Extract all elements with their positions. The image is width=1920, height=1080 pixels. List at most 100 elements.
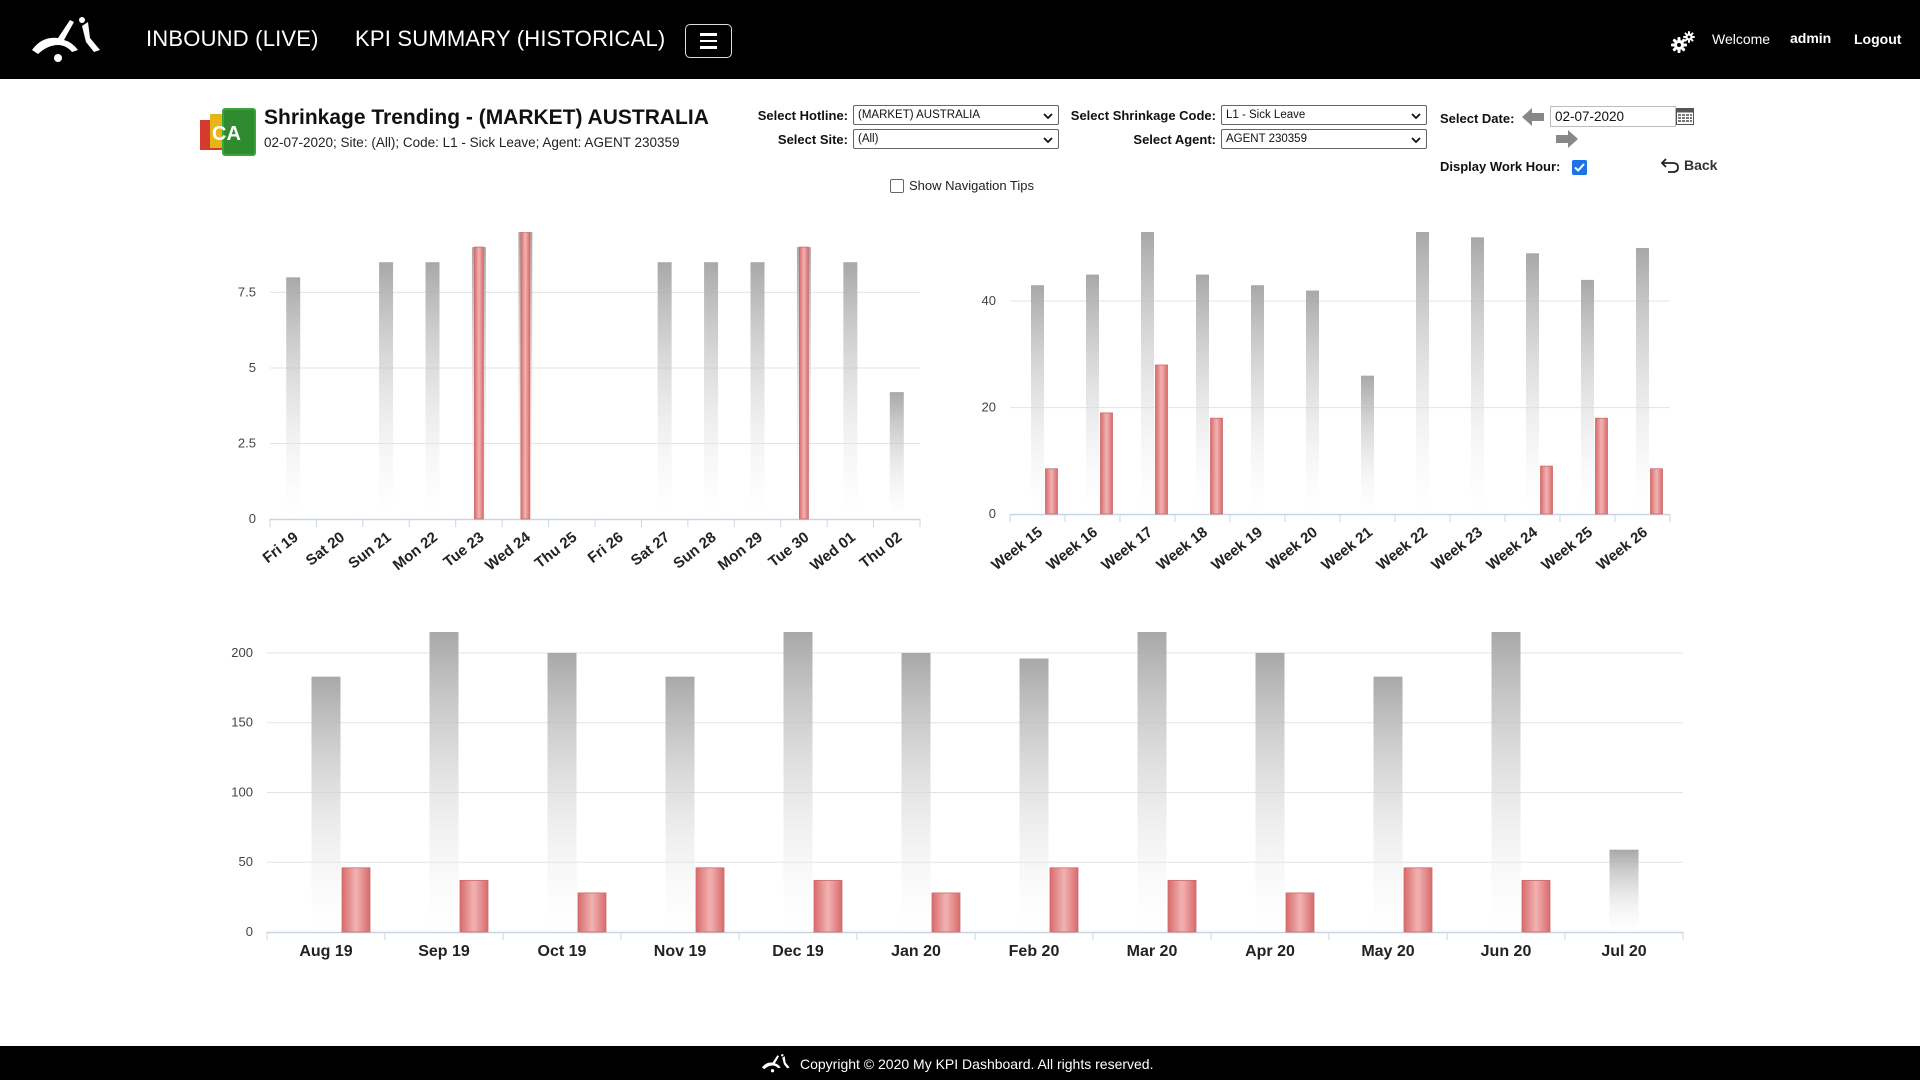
y-tick-label: 50: [239, 854, 253, 869]
bar-total[interactable]: [657, 262, 672, 519]
date-label: Select Date:: [1440, 111, 1515, 126]
next-date-arrow-icon[interactable]: [1554, 128, 1580, 150]
bar-total[interactable]: [1373, 676, 1403, 932]
x-tick-label: Week 23: [1428, 524, 1486, 574]
bar-shrinkage[interactable]: [1285, 892, 1315, 933]
nav-kpi-summary[interactable]: KPI SUMMARY (HISTORICAL): [355, 26, 666, 51]
bar-total[interactable]: [1581, 279, 1594, 514]
hamburger-icon: [700, 31, 717, 51]
hotline-select[interactable]: (MARKET) AUSTRALIA: [853, 105, 1059, 125]
x-tick-label: Mon 29: [715, 529, 766, 574]
bar-total[interactable]: [843, 262, 858, 519]
bar-total[interactable]: [783, 632, 813, 932]
app-logo-icon[interactable]: [28, 12, 110, 66]
bar-shrinkage[interactable]: [1403, 867, 1433, 933]
site-select[interactable]: (All): [853, 129, 1059, 149]
bar-total[interactable]: [1255, 652, 1285, 932]
date-input[interactable]: [1550, 106, 1676, 127]
site-select-value: (All): [858, 133, 879, 145]
bar-shrinkage[interactable]: [799, 246, 809, 520]
bar-total[interactable]: [665, 676, 695, 932]
bar-total[interactable]: [1491, 632, 1521, 932]
bar-total[interactable]: [1636, 247, 1649, 514]
bar-shrinkage[interactable]: [1155, 364, 1168, 515]
previous-date-arrow-icon[interactable]: [1520, 106, 1546, 128]
bar-total[interactable]: [750, 262, 765, 519]
work-hour-checkbox[interactable]: [1572, 160, 1587, 175]
bar-shrinkage[interactable]: [577, 892, 607, 933]
bar-total[interactable]: [1251, 285, 1264, 514]
nav-inbound-live[interactable]: INBOUND (LIVE): [146, 26, 319, 51]
bar-shrinkage[interactable]: [1540, 465, 1553, 515]
bar-shrinkage[interactable]: [931, 892, 961, 933]
bar-shrinkage[interactable]: [341, 867, 371, 933]
bar-total[interactable]: [1086, 274, 1099, 514]
hotline-select-value: (MARKET) AUSTRALIA: [858, 109, 981, 121]
bar-total[interactable]: [1471, 237, 1484, 515]
y-tick-label: 20: [982, 400, 996, 415]
bar-shrinkage[interactable]: [459, 879, 489, 933]
bar-total[interactable]: [1141, 232, 1154, 514]
bar-total[interactable]: [1526, 253, 1539, 514]
x-tick-label: Week 20: [1263, 524, 1321, 574]
bar-shrinkage[interactable]: [1100, 412, 1113, 515]
bar-shrinkage[interactable]: [1595, 417, 1608, 515]
bar-shrinkage[interactable]: [695, 867, 725, 933]
bar-shrinkage[interactable]: [1045, 468, 1058, 515]
bar-total[interactable]: [1609, 849, 1639, 932]
bar-shrinkage[interactable]: [520, 232, 531, 520]
x-tick-label: Week 16: [1043, 524, 1101, 574]
x-tick-label: Thu 02: [857, 529, 906, 572]
bar-shrinkage[interactable]: [1049, 867, 1079, 933]
bar-total[interactable]: [1361, 375, 1374, 514]
x-tick-label: Sun 21: [345, 529, 394, 573]
bar-total[interactable]: [429, 632, 459, 932]
x-tick-label: Apr 20: [1245, 943, 1295, 960]
bar-total[interactable]: [311, 676, 341, 932]
y-tick-label: 7.5: [238, 284, 256, 299]
agent-select[interactable]: AGENT 230359: [1221, 129, 1427, 149]
bar-total[interactable]: [901, 652, 931, 932]
site-label: Select Site:: [777, 132, 848, 147]
calendar-icon[interactable]: [1676, 108, 1694, 125]
back-link[interactable]: Back: [1660, 157, 1717, 173]
navigation-tips-checkbox[interactable]: [890, 178, 904, 193]
x-tick-label: Sep 19: [418, 943, 470, 960]
y-tick-label: 0: [249, 511, 256, 526]
y-tick-label: 0: [989, 506, 996, 521]
logout-link[interactable]: Logout: [1854, 31, 1902, 47]
bar-shrinkage[interactable]: [813, 879, 843, 933]
menu-button[interactable]: [685, 24, 732, 58]
bar-total[interactable]: [547, 652, 577, 932]
x-tick-label: Fri 26: [585, 529, 627, 567]
x-tick-label: Week 22: [1373, 524, 1431, 574]
bar-total[interactable]: [286, 277, 301, 519]
bar-total[interactable]: [1031, 285, 1044, 514]
bar-shrinkage[interactable]: [1167, 879, 1197, 933]
bar-shrinkage[interactable]: [1210, 417, 1223, 515]
bar-shrinkage[interactable]: [1521, 879, 1551, 933]
shrinkage-code-label: Select Shrinkage Code:: [1070, 108, 1216, 123]
shrinkage-code-select[interactable]: L1 - Sick Leave: [1221, 105, 1427, 125]
x-tick-label: Jun 20: [1481, 943, 1532, 960]
x-tick-label: Week 26: [1593, 524, 1651, 574]
x-tick-label: May 20: [1361, 943, 1414, 960]
bar-shrinkage[interactable]: [1650, 468, 1663, 515]
bar-total[interactable]: [889, 392, 904, 519]
bar-shrinkage[interactable]: [474, 246, 484, 520]
bar-total[interactable]: [1137, 632, 1167, 932]
report-icon-text: CA: [212, 123, 241, 145]
x-tick-label: Feb 20: [1009, 943, 1060, 960]
gear-icon[interactable]: [1670, 30, 1696, 54]
bar-total[interactable]: [1306, 290, 1319, 514]
x-tick-label: Fri 19: [260, 529, 302, 567]
bar-total[interactable]: [704, 262, 719, 519]
bar-total[interactable]: [425, 262, 440, 519]
bar-total[interactable]: [1196, 274, 1209, 514]
navigation-tips-toggle[interactable]: Show Navigation Tips: [890, 178, 1034, 193]
bar-total[interactable]: [1019, 658, 1049, 932]
bar-total[interactable]: [1416, 232, 1429, 514]
y-tick-label: 150: [231, 715, 253, 730]
bar-total[interactable]: [379, 262, 394, 519]
